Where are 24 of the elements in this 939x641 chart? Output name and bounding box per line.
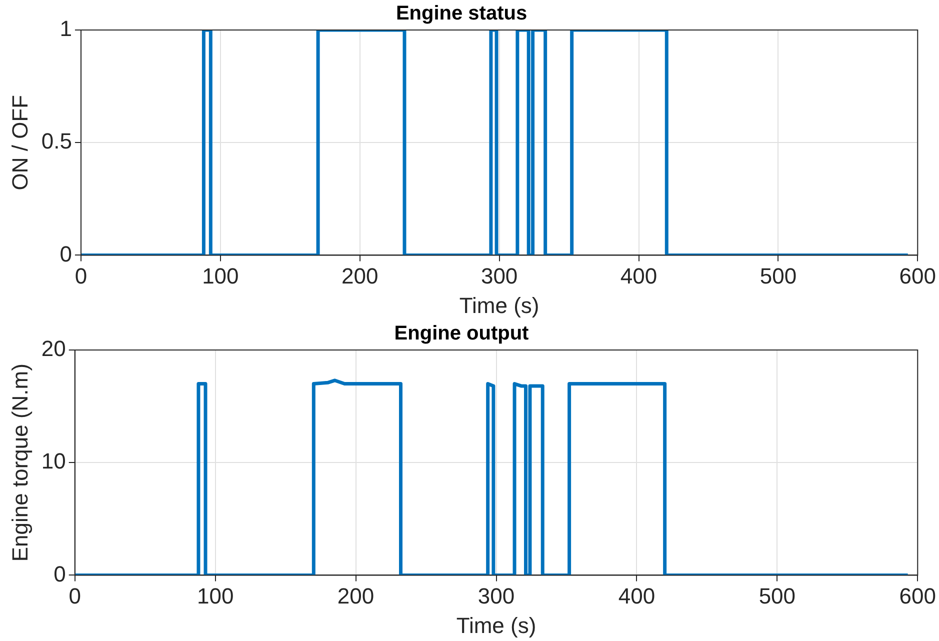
x-tick-label: 600 <box>899 263 936 288</box>
x-tick-label: 400 <box>618 583 656 608</box>
y-axis-title: ON / OFF <box>7 94 32 190</box>
x-tick-label: 500 <box>758 583 796 608</box>
x-tick-label: 200 <box>337 583 374 608</box>
y-tick-label: 10 <box>41 448 66 474</box>
y-tick-label: 20 <box>41 336 66 362</box>
x-axis-title: Time (s) <box>456 612 536 638</box>
x-tick-label: 600 <box>899 583 936 608</box>
chart-title: Engine output <box>394 322 530 345</box>
x-tick-label: 100 <box>202 263 239 288</box>
x-tick-label: 300 <box>480 263 518 288</box>
x-tick-label: 100 <box>196 583 234 608</box>
y-tick-label: 0.5 <box>41 128 72 154</box>
y-tick-label: 0 <box>60 241 72 266</box>
x-tick-label: 300 <box>478 583 515 608</box>
chart-title: Engine status <box>396 2 528 25</box>
x-tick-label: 200 <box>342 263 378 288</box>
y-tick-label: 0 <box>54 561 66 586</box>
x-tick-label: 500 <box>760 263 797 288</box>
x-axis-title: Time (s) <box>459 292 540 318</box>
y-tick-label: 1 <box>60 16 72 42</box>
x-tick-label: 400 <box>620 263 658 288</box>
y-axis-title: Engine torque (N.m) <box>7 364 32 562</box>
